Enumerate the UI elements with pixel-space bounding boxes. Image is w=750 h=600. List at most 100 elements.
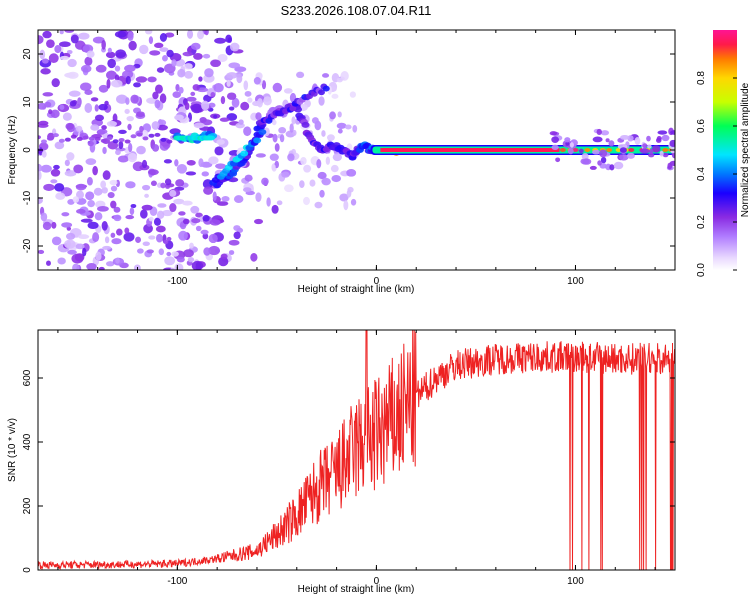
- spectral-blob: [592, 136, 603, 143]
- spectral-blob: [112, 139, 119, 144]
- spectral-blob: [255, 112, 262, 121]
- spectral-blob: [102, 170, 111, 181]
- spectral-blob: [274, 143, 280, 152]
- spectral-blob: [127, 152, 138, 163]
- spectral-blob: [344, 124, 352, 130]
- spectral-blob: [94, 104, 99, 112]
- spectral-blob: [242, 187, 252, 193]
- spectral-blob: [606, 148, 613, 152]
- spectral-blob: [151, 121, 160, 130]
- spectral-blob: [600, 130, 610, 136]
- spectral-blob: [190, 42, 201, 50]
- spectral-blob: [95, 64, 107, 73]
- spectral-blob: [321, 130, 326, 137]
- spectral-blob: [634, 136, 641, 145]
- spectral-blob: [210, 91, 216, 98]
- spectral-blob: [42, 92, 54, 97]
- spectral-blob: [125, 97, 130, 105]
- spectral-blob: [106, 120, 118, 127]
- spectral-blob: [271, 164, 276, 170]
- spectral-blob: [136, 132, 143, 137]
- spectral-blob: [163, 159, 172, 164]
- spectral-blob: [94, 212, 103, 221]
- spectral-blob: [156, 233, 163, 243]
- spectral-blob: [159, 47, 169, 53]
- spectral-blob: [164, 178, 172, 186]
- spectral-blob: [183, 63, 193, 70]
- colorbar-tick-label: 0.2: [696, 215, 707, 229]
- spectral-blob: [279, 134, 285, 143]
- snr-ylabel: SNR (10 * v/v): [7, 418, 18, 482]
- spectral-blob: [278, 127, 287, 134]
- spectral-blob: [107, 58, 117, 69]
- spectral-blob: [92, 36, 105, 44]
- spectral-blob: [253, 137, 262, 144]
- spectral-blob: [216, 139, 225, 145]
- spectral-blob: [317, 89, 325, 96]
- spectral-blob: [210, 59, 221, 68]
- spectral-blob: [218, 256, 229, 267]
- colorbar-tick-label: 0.8: [696, 71, 707, 85]
- spectral-blob: [98, 266, 105, 270]
- spectral-blob: [325, 156, 331, 165]
- spectral-blob: [128, 142, 133, 153]
- spectral-blob: [129, 207, 135, 216]
- spectral-blob: [136, 145, 146, 155]
- spectral-blob: [549, 131, 558, 136]
- spectral-blob: [104, 236, 110, 244]
- spectral-blob: [667, 162, 673, 170]
- spectral-blob: [201, 100, 210, 111]
- spectral-blob: [142, 136, 149, 141]
- spectral-blob: [662, 148, 669, 152]
- spectral-blob: [98, 103, 108, 111]
- spectral-blob: [187, 257, 195, 263]
- spectral-blob: [620, 134, 630, 140]
- spectral-blob: [105, 70, 117, 80]
- spectral-blob: [642, 143, 648, 148]
- spectral-blob: [226, 79, 231, 87]
- snr-ticks: -100 0 100 0 200 400 600: [22, 330, 675, 587]
- spectral-blob: [336, 122, 347, 129]
- spectral-blob: [292, 129, 297, 136]
- spectral-blob: [42, 58, 49, 64]
- spectral-blob: [221, 195, 230, 202]
- spectral-blob: [589, 165, 597, 170]
- spectral-blob: [171, 59, 177, 67]
- spectral-blob: [340, 71, 349, 81]
- spectral-blob: [101, 125, 107, 130]
- spectral-blob: [174, 114, 184, 121]
- spectral-blob: [101, 186, 108, 194]
- spectral-blob: [114, 31, 127, 38]
- spectral-blob: [299, 180, 305, 189]
- spectral-blob: [301, 121, 310, 128]
- spectral-blob: [55, 192, 66, 200]
- spectral-blob: [40, 68, 51, 75]
- spectral-blob: [62, 112, 72, 121]
- y-tick-label: 400: [22, 433, 33, 450]
- spectral-blob: [618, 154, 629, 161]
- spectral-blob: [233, 231, 241, 240]
- spectral-blob: [184, 70, 193, 79]
- colorbar-tick-label: 0.4: [696, 167, 707, 181]
- spectral-blob: [175, 179, 185, 187]
- spectral-blob: [38, 35, 44, 45]
- spectral-blob: [152, 91, 159, 100]
- spectral-blob: [58, 138, 65, 143]
- spectral-blob: [46, 136, 53, 141]
- spectral-blob: [258, 129, 267, 136]
- colorbar-ticks: 0.0 0.2 0.4 0.6 0.8: [696, 71, 737, 277]
- spectral-blob: [647, 144, 652, 149]
- spectral-blob: [229, 42, 240, 52]
- spectral-blob: [203, 247, 211, 256]
- spectral-blob: [565, 141, 570, 146]
- spectral-blob: [551, 136, 559, 143]
- spectral-blob: [166, 236, 172, 241]
- spectral-blob: [159, 93, 167, 104]
- spectral-blob: [244, 174, 253, 182]
- y-tick-label: 0: [22, 147, 33, 153]
- spectral-blob: [584, 148, 591, 152]
- x-tick-label: 100: [567, 276, 584, 287]
- spectral-blob: [220, 253, 228, 260]
- spectral-blob: [185, 171, 197, 176]
